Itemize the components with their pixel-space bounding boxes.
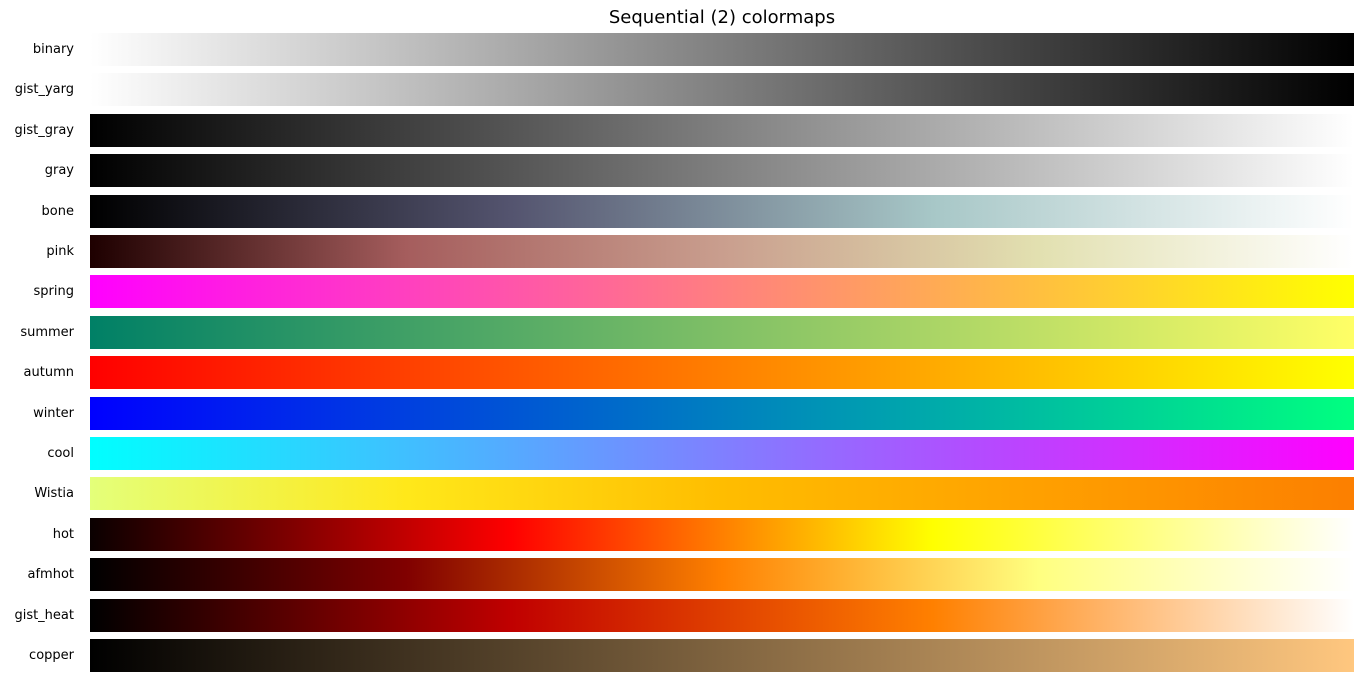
colormap-label-Wistia: Wistia	[34, 486, 74, 502]
colormap-strip-spring	[90, 275, 1354, 309]
colormap-strip-gist_yarg	[90, 73, 1354, 107]
colormap-label-winter: winter	[33, 405, 74, 421]
colormap-strip-gist_gray	[90, 113, 1354, 147]
colormap-strip-gist_heat	[90, 598, 1354, 632]
colormap-strip-autumn	[90, 356, 1354, 390]
colormap-strip-gray	[90, 154, 1354, 188]
colormap-strip-copper	[90, 639, 1354, 672]
colormap-strip-cool	[90, 437, 1354, 470]
colormap-label-cool: cool	[47, 446, 74, 461]
colormap-strip-pink	[90, 235, 1354, 268]
colormap-label-pink: pink	[46, 244, 74, 259]
colormap-label-autumn: autumn	[23, 365, 74, 381]
colormap-label-binary: binary	[32, 42, 74, 57]
colormap-strip-Wistia	[90, 477, 1354, 511]
colormap-label-gray: gray	[44, 163, 74, 179]
colormap-strip-binary	[90, 33, 1354, 66]
colormap-label-gist_yarg: gist_yarg	[14, 82, 74, 98]
colormap-strip-winter	[90, 396, 1354, 430]
colormap-label-copper: copper	[29, 648, 74, 663]
colormap-label-summer: summer	[20, 324, 74, 340]
colormap-label-gist_heat: gist_heat	[14, 607, 74, 623]
colormap-label-spring: spring	[33, 284, 74, 300]
colormap-label-bone: bone	[41, 203, 74, 219]
colormap-strip-hot	[90, 517, 1354, 551]
chart-title: Sequential (2) colormaps	[608, 7, 836, 28]
colormap-label-afmhot: afmhot	[27, 567, 75, 583]
colormap-strip-summer	[90, 315, 1354, 349]
colormap-strip-afmhot	[90, 558, 1354, 592]
colormap-label-hot: hot	[52, 526, 74, 542]
colormap-label-gist_gray: gist_gray	[14, 122, 75, 138]
colormap-strip-bone	[90, 194, 1354, 228]
